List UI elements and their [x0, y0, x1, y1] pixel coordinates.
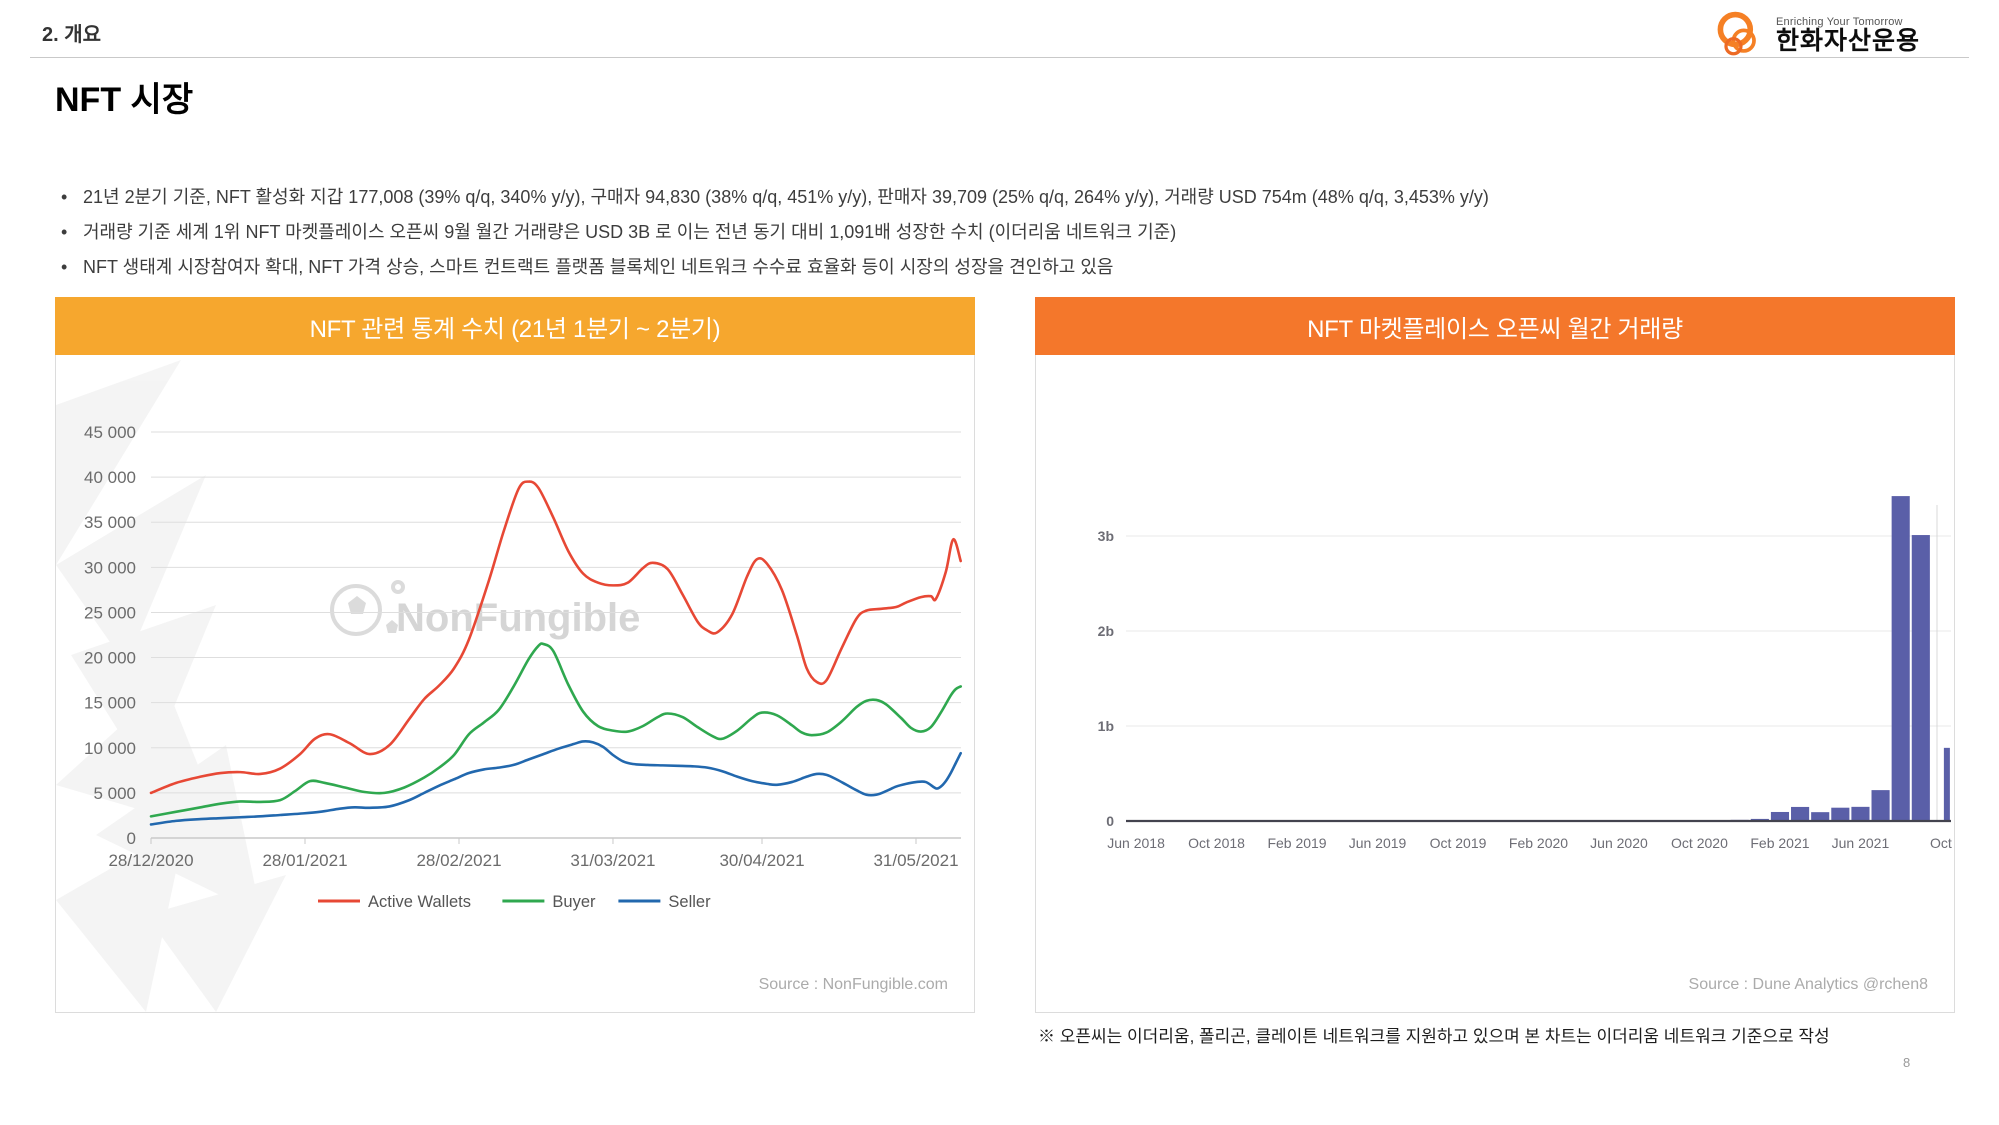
left-source-label: Source : NonFungible.com	[758, 976, 948, 993]
svg-text:25 000: 25 000	[84, 603, 136, 622]
svg-text:Feb 2021: Feb 2021	[1750, 835, 1809, 851]
svg-text:31/05/2021: 31/05/2021	[873, 851, 958, 870]
opensea-footnote: ※ 오픈씨는 이더리움, 폴리곤, 클레이튼 네트워크를 지원하고 있으며 본 …	[1038, 1027, 1830, 1046]
svg-text:Oct 2020: Oct 2020	[1671, 835, 1728, 851]
svg-text:30/04/2021: 30/04/2021	[719, 851, 804, 870]
hanwha-logo-icon	[1717, 11, 1756, 56]
svg-text:0: 0	[1106, 813, 1114, 829]
bullet-list: 21년 2분기 기준, NFT 활성화 지갑 177,008 (39% q/q,…	[55, 180, 1855, 285]
svg-text:Oct 2019: Oct 2019	[1430, 835, 1487, 851]
svg-text:40 000: 40 000	[84, 468, 136, 487]
bullet-item: NFT 생태계 시장참여자 확대, NFT 가격 상승, 스마트 컨트랙트 플랫…	[55, 250, 1855, 285]
bullet-item: 21년 2분기 기준, NFT 활성화 지갑 177,008 (39% q/q,…	[55, 180, 1855, 215]
svg-text:Buyer: Buyer	[552, 893, 596, 911]
opensea-volume-panel: NFT 마켓플레이스 오픈씨 월간 거래량 0 1b 2b 3b Jun 2018 Oct…	[1035, 297, 1955, 1013]
svg-text:Jun 2021: Jun 2021	[1832, 835, 1890, 851]
svg-text:30 000: 30 000	[84, 558, 136, 577]
svg-text:Jun 2019: Jun 2019	[1349, 835, 1407, 851]
nonfungible-watermark-icon: NonFungible	[56, 360, 640, 1012]
svg-text:45 000: 45 000	[84, 423, 136, 442]
svg-text:Seller: Seller	[668, 893, 711, 911]
svg-text:Jun 2018: Jun 2018	[1107, 835, 1165, 851]
svg-text:1b: 1b	[1098, 718, 1114, 734]
logo-tagline: Enriching Your Tomorrow	[1776, 16, 1903, 29]
svg-text:10 000: 10 000	[84, 739, 136, 758]
svg-text:Oct: Oct	[1930, 835, 1952, 851]
svg-text:Jun 2020: Jun 2020	[1590, 835, 1648, 851]
right-panel-body: 0 1b 2b 3b Jun 2018 Oct 2018 Feb 2019 Jun 2019 O…	[1035, 355, 1955, 1013]
left-panel-header: NFT 관련 통계 수치 (21년 1분기 ~ 2분기)	[55, 297, 975, 355]
svg-text:Oct 2018: Oct 2018	[1188, 835, 1245, 851]
svg-text:28/02/2021: 28/02/2021	[416, 851, 501, 870]
svg-text:31/03/2021: 31/03/2021	[570, 851, 655, 870]
svg-text:Feb 2020: Feb 2020	[1509, 835, 1568, 851]
company-logo: Enriching Your Tomorrow 한화자산운용	[1712, 8, 1920, 64]
page-title: NFT 시장	[55, 81, 194, 119]
nft-statistics-panel: NFT 관련 통계 수치 (21년 1분기 ~ 2분기)	[55, 297, 975, 1013]
left-panel-body: NonFungible 0 5 000 10 000 15 000 20 000 25 0…	[55, 355, 975, 1013]
logo-company-name: 한화자산운용	[1776, 27, 1921, 56]
right-source-label: Source : Dune Analytics @rchen8	[1688, 976, 1928, 993]
logo-text-block: Enriching Your Tomorrow 한화자산운용	[1776, 16, 1920, 56]
svg-text:35 000: 35 000	[84, 513, 136, 532]
svg-text:NonFungible: NonFungible	[396, 596, 640, 640]
header-divider	[30, 57, 1969, 58]
svg-text:5 000: 5 000	[93, 784, 136, 803]
svg-text:20 000: 20 000	[84, 649, 136, 668]
section-label: 2. 개요	[42, 24, 102, 46]
svg-text:28/01/2021: 28/01/2021	[262, 851, 347, 870]
svg-text:Feb 2019: Feb 2019	[1267, 835, 1326, 851]
svg-text:Active Wallets: Active Wallets	[368, 893, 471, 911]
page-number: 8	[1903, 1055, 1911, 1070]
right-panel-header: NFT 마켓플레이스 오픈씨 월간 거래량	[1035, 297, 1955, 355]
svg-text:3b: 3b	[1098, 528, 1114, 544]
svg-text:0: 0	[127, 829, 136, 848]
svg-text:2b: 2b	[1098, 623, 1114, 639]
svg-text:28/12/2020: 28/12/2020	[108, 851, 193, 870]
svg-text:15 000: 15 000	[84, 694, 136, 713]
bullet-item: 거래량 기준 세계 1위 NFT 마켓플레이스 오픈씨 9월 월간 거래량은 U…	[55, 215, 1855, 250]
